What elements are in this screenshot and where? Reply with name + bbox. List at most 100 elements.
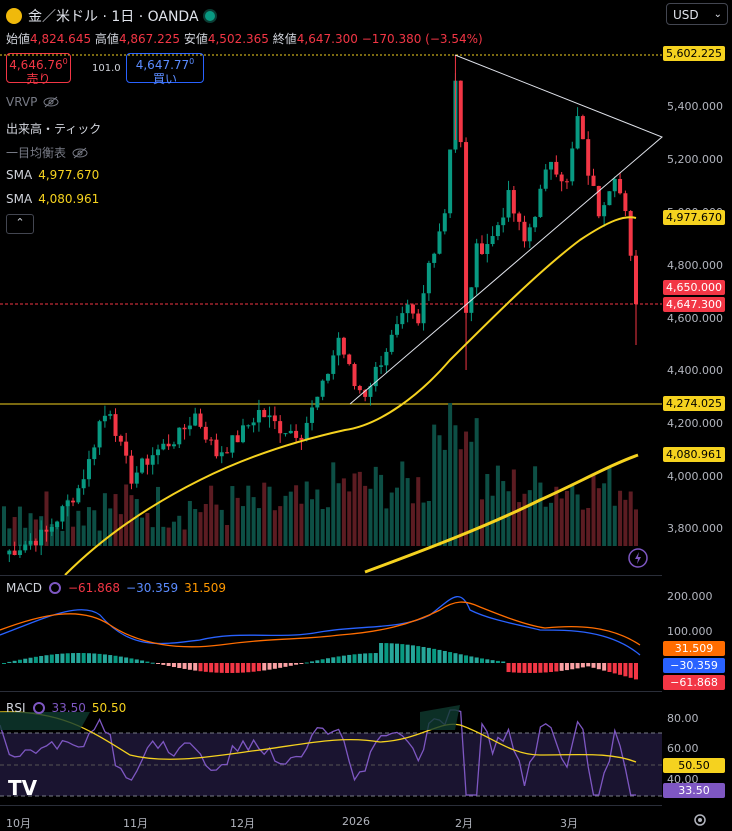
candle-body xyxy=(554,161,559,175)
volume-bar xyxy=(357,471,362,546)
volume-bar xyxy=(198,512,203,546)
candle-body xyxy=(464,142,469,313)
candle-body xyxy=(458,80,463,143)
volume-bar xyxy=(591,473,596,546)
macd-histogram-bar xyxy=(17,659,22,663)
settings-gear-icon[interactable] xyxy=(692,812,708,828)
macd-histogram-bar xyxy=(538,663,543,673)
volume-bar xyxy=(65,499,70,546)
volume-bar xyxy=(156,486,161,546)
volume-bar xyxy=(527,490,532,546)
volume-bar xyxy=(442,449,447,546)
candle-body xyxy=(246,425,251,427)
currency-select[interactable]: USD ⌄ xyxy=(666,3,728,25)
price-tag-top-line: 5,602.225 xyxy=(663,46,725,61)
macd-histogram-bar xyxy=(618,663,623,675)
indicator-sma-2[interactable]: SMA 4,080.961 xyxy=(6,192,99,206)
volume-bar xyxy=(474,418,479,546)
volume-bar xyxy=(23,527,28,546)
pane-divider[interactable] xyxy=(0,691,662,692)
time-axis-label: 11月 xyxy=(123,817,148,830)
macd-histogram-bar xyxy=(129,658,134,663)
candle-body xyxy=(575,116,580,149)
macd-histogram-bar xyxy=(33,656,38,663)
sma1-label: SMA xyxy=(6,168,33,182)
volume-bar xyxy=(564,490,569,546)
candle-body xyxy=(193,413,198,426)
change-value: −170.380 (−3.54%) xyxy=(361,32,483,46)
macd-histogram-bar xyxy=(304,662,309,664)
indicator-vrvp[interactable]: VRVP xyxy=(6,95,59,109)
candle-body xyxy=(331,355,336,374)
volume-bar xyxy=(448,403,453,546)
indicator-volume[interactable]: 出来高・ティック xyxy=(6,120,101,137)
macd-histogram-bar xyxy=(495,660,500,663)
close-value: 4,647.300 xyxy=(296,32,358,46)
pane-divider[interactable] xyxy=(0,575,662,576)
candle-body xyxy=(426,262,431,294)
macd-histogram-bar xyxy=(182,663,187,669)
macd-histogram-bar xyxy=(474,657,479,663)
volume-bar xyxy=(543,506,548,546)
macd-histogram-bar xyxy=(628,663,633,678)
macd-histogram-bar xyxy=(177,663,182,669)
volume-bar xyxy=(570,485,575,546)
macd-histogram-bar xyxy=(39,655,44,663)
flash-alert-icon[interactable] xyxy=(628,548,648,568)
price-axis-label: 5,200.000 xyxy=(667,153,723,166)
candle-body xyxy=(272,415,277,422)
indicator-rsi[interactable]: RSI 33.50 50.50 xyxy=(6,701,126,715)
macd-histogram-bar xyxy=(634,663,638,680)
macd-histogram-bar xyxy=(150,662,155,664)
buy-button[interactable]: 4,647.770 買い xyxy=(126,53,204,86)
volume-bar xyxy=(432,424,437,546)
sma2-value: 4,080.961 xyxy=(38,192,100,206)
macd-value: −61.868 xyxy=(67,581,121,595)
indicator-ichimoku[interactable]: 一目均衡表 xyxy=(6,144,88,161)
macd-histogram-bar xyxy=(124,657,129,663)
close-label: 終値 xyxy=(272,32,297,46)
macd-histogram-bar xyxy=(92,653,97,663)
candle-body xyxy=(92,447,97,460)
settings-icon[interactable] xyxy=(48,581,62,595)
candle-body xyxy=(108,414,113,416)
collapse-legend-button[interactable]: ⌃ xyxy=(6,214,34,234)
eye-hidden-icon[interactable] xyxy=(72,147,88,159)
candle-body xyxy=(384,351,389,366)
candle-body xyxy=(145,458,150,465)
rsi-axis-label: 40.00 xyxy=(667,773,699,786)
sma-line-2 xyxy=(364,453,639,574)
macd-histogram-bar xyxy=(28,657,33,663)
sell-price: 4,646.76 xyxy=(9,58,63,72)
candle-body xyxy=(485,244,490,255)
candle-body xyxy=(166,443,171,447)
candle-body xyxy=(559,174,564,182)
indicator-macd[interactable]: MACD −61.868 −30.359 31.509 xyxy=(6,581,226,595)
macd-histogram-bar xyxy=(442,650,447,663)
macd-histogram-bar xyxy=(511,663,516,673)
triangle-drawing xyxy=(349,54,663,405)
settings-icon[interactable] xyxy=(32,701,46,715)
indicator-sma-1[interactable]: SMA 4,977.670 xyxy=(6,168,99,182)
volume-bar xyxy=(166,527,171,546)
eye-hidden-icon[interactable] xyxy=(43,96,59,108)
candle-body xyxy=(607,191,612,206)
sell-button[interactable]: 4,646.760 売り xyxy=(6,53,71,86)
candle-body xyxy=(294,430,299,438)
volume-bar xyxy=(416,477,421,546)
symbol-header[interactable]: 金／米ドル · 1日 · OANDA xyxy=(6,6,215,26)
macd-histogram-bar xyxy=(458,654,463,663)
volume-bar xyxy=(628,491,633,546)
volume-bar xyxy=(150,527,155,546)
volume-bar xyxy=(288,491,293,546)
volume-bar xyxy=(554,486,559,546)
price-axis-label: 4,200.000 xyxy=(667,417,723,430)
rsi-value: 33.50 xyxy=(51,701,86,715)
candle-body xyxy=(602,205,607,217)
volume-bar xyxy=(71,526,76,546)
candle-body xyxy=(618,178,623,194)
volume-bar xyxy=(325,507,330,546)
candle-body xyxy=(118,435,123,442)
tradingview-logo[interactable]: TV xyxy=(8,776,38,800)
